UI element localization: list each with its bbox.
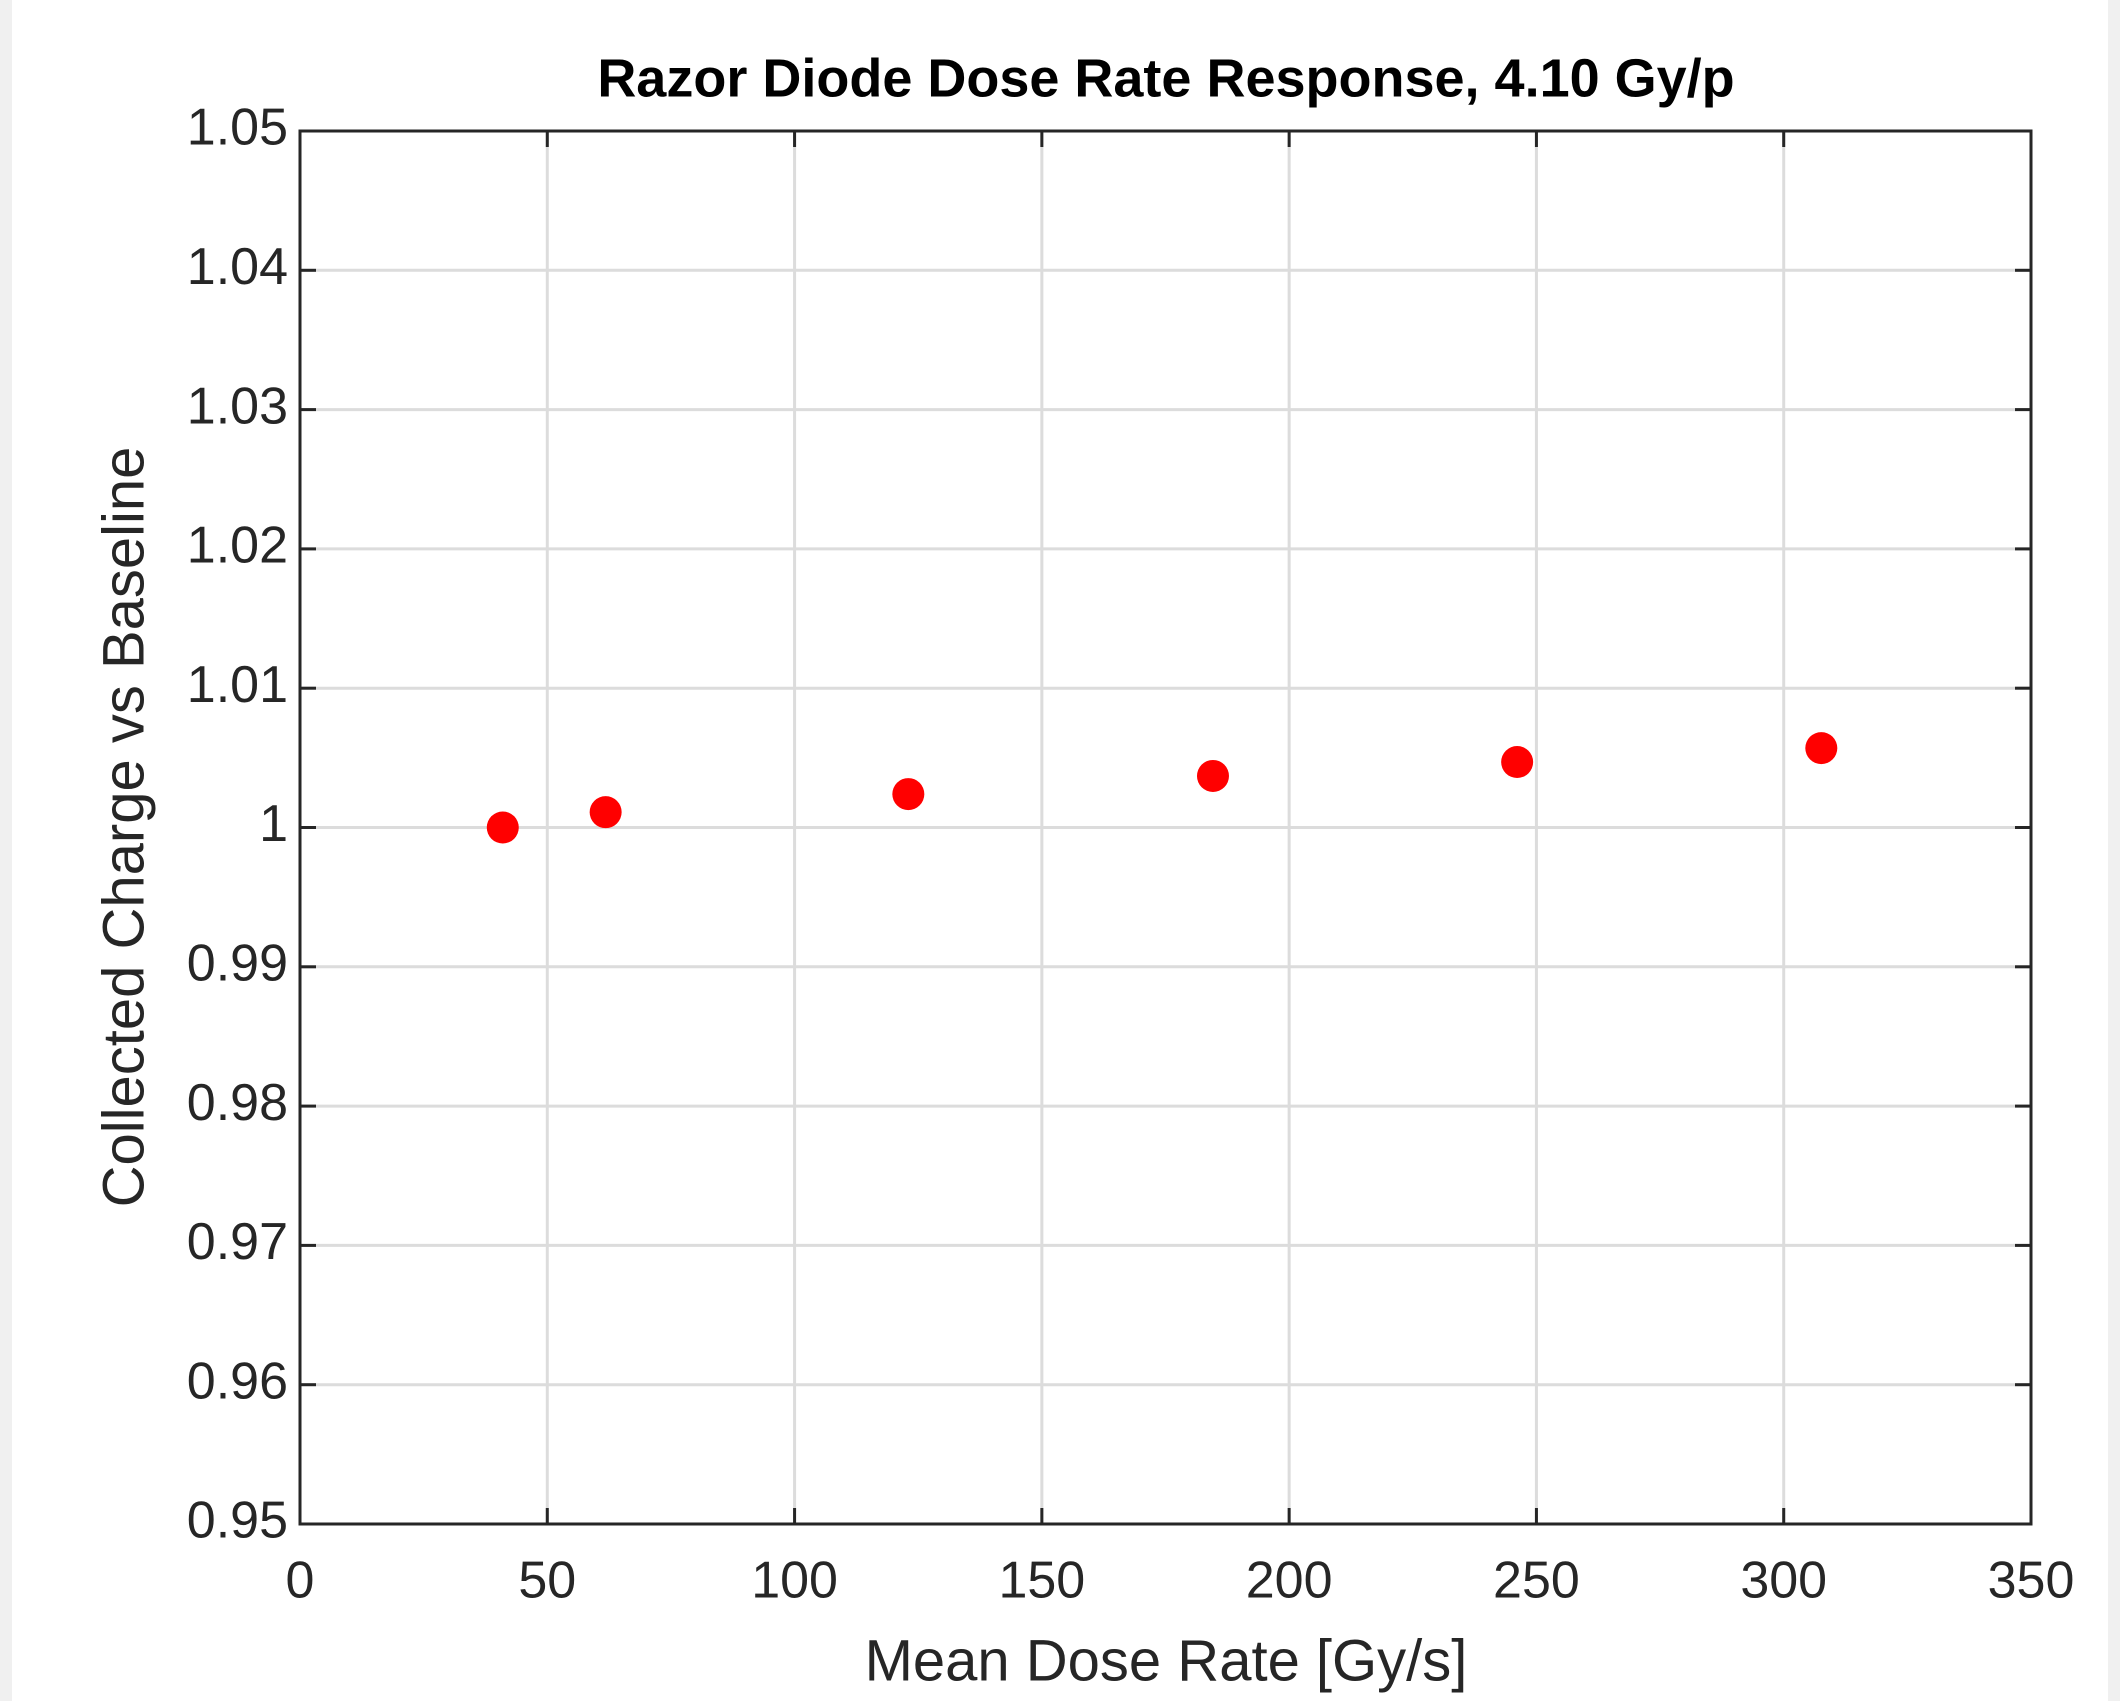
y-tick-label: 0.97 bbox=[187, 1213, 288, 1271]
y-tick-label: 0.95 bbox=[187, 1492, 288, 1550]
y-tick-label: 1.05 bbox=[187, 99, 288, 157]
y-tick-label: 1.04 bbox=[187, 238, 288, 296]
data-point bbox=[1805, 732, 1838, 765]
y-tick-label: 0.98 bbox=[187, 1074, 288, 1132]
y-tick-label: 1.03 bbox=[187, 377, 288, 435]
data-point bbox=[589, 796, 622, 829]
y-tick-label: 0.99 bbox=[187, 935, 288, 993]
x-tick-label: 350 bbox=[1988, 1552, 2075, 1610]
y-tick-label: 1.01 bbox=[187, 656, 288, 714]
y-tick-label: 1.02 bbox=[187, 517, 288, 575]
y-tick-label: 0.96 bbox=[187, 1352, 288, 1410]
x-tick-label: 150 bbox=[998, 1552, 1085, 1610]
x-tick-label: 300 bbox=[1740, 1552, 1827, 1610]
data-point bbox=[1501, 746, 1534, 779]
data-point bbox=[1196, 759, 1229, 792]
data-point bbox=[486, 811, 519, 844]
x-tick-label: 200 bbox=[1246, 1552, 1333, 1610]
data-point bbox=[892, 778, 925, 811]
y-tick-label: 1 bbox=[259, 795, 288, 853]
axes-box bbox=[298, 129, 2033, 1526]
y-axis-label: Collected Charge vs Baseline bbox=[91, 447, 156, 1208]
chart-title: Razor Diode Dose Rate Response, 4.10 Gy/… bbox=[597, 48, 1734, 108]
x-tick-label: 250 bbox=[1493, 1552, 1580, 1610]
x-tick-label: 50 bbox=[518, 1552, 576, 1610]
x-tick-label: 100 bbox=[751, 1552, 838, 1610]
x-axis-label: Mean Dose Rate [Gy/s] bbox=[865, 1628, 1468, 1693]
x-tick-label: 0 bbox=[286, 1552, 315, 1610]
